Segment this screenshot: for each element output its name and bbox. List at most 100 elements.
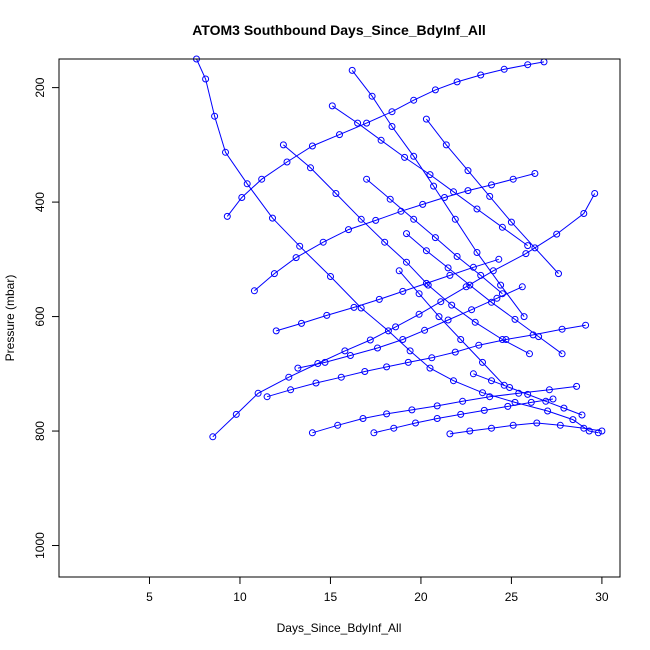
y-tick-label: 400 bbox=[33, 192, 47, 212]
series-8 bbox=[370, 395, 557, 437]
x-tick-label: 5 bbox=[146, 590, 153, 604]
series-11 bbox=[446, 419, 606, 438]
data-point bbox=[468, 306, 476, 314]
data-point bbox=[573, 382, 581, 390]
data-point bbox=[591, 190, 599, 197]
data-point bbox=[410, 152, 418, 160]
series-line bbox=[426, 118, 559, 274]
data-point bbox=[533, 419, 541, 427]
data-point bbox=[479, 358, 486, 366]
data-point bbox=[450, 377, 457, 385]
data-point bbox=[506, 384, 514, 391]
data-point bbox=[419, 200, 427, 208]
data-point bbox=[558, 350, 566, 358]
data-point bbox=[524, 390, 532, 398]
data-point bbox=[209, 433, 217, 441]
data-point bbox=[448, 301, 456, 309]
data-point bbox=[526, 350, 533, 358]
data-point bbox=[388, 108, 396, 116]
data-point bbox=[558, 325, 566, 333]
data-point bbox=[363, 175, 371, 183]
data-point bbox=[354, 119, 362, 127]
data-point bbox=[431, 234, 439, 242]
data-point bbox=[415, 290, 423, 298]
data-point bbox=[531, 170, 539, 177]
data-point bbox=[520, 313, 528, 321]
data-point bbox=[323, 311, 331, 319]
data-point bbox=[444, 316, 452, 324]
x-tick-label: 20 bbox=[414, 590, 428, 604]
data-point bbox=[451, 215, 459, 223]
data-point bbox=[469, 370, 477, 378]
series-line bbox=[449, 422, 602, 435]
series-14 bbox=[403, 230, 566, 358]
data-point bbox=[435, 313, 443, 321]
data-point bbox=[433, 415, 441, 422]
series-line bbox=[406, 233, 563, 355]
data-point bbox=[372, 216, 380, 224]
series-10 bbox=[422, 115, 562, 278]
data-point bbox=[421, 326, 429, 334]
data-point bbox=[464, 167, 472, 175]
data-point bbox=[263, 393, 271, 401]
series-5 bbox=[279, 141, 533, 358]
data-point bbox=[585, 427, 593, 435]
data-point bbox=[410, 96, 418, 104]
data-point bbox=[433, 402, 441, 410]
data-point bbox=[486, 192, 494, 200]
data-point bbox=[370, 429, 378, 437]
x-tick-label: 25 bbox=[505, 590, 519, 604]
series-line bbox=[212, 193, 596, 438]
data-point bbox=[350, 303, 358, 311]
data-point bbox=[453, 253, 461, 260]
data-point bbox=[497, 281, 505, 289]
data-point bbox=[222, 148, 229, 156]
data-point bbox=[524, 61, 532, 69]
data-point bbox=[453, 78, 461, 86]
data-point bbox=[334, 421, 342, 429]
series-line bbox=[254, 173, 536, 292]
data-point bbox=[459, 397, 467, 405]
series-16 bbox=[469, 370, 586, 419]
series-line bbox=[351, 70, 525, 317]
data-point bbox=[471, 318, 479, 326]
data-point bbox=[412, 419, 419, 427]
data-point bbox=[348, 66, 356, 74]
data-point bbox=[408, 406, 416, 414]
data-point bbox=[437, 298, 445, 306]
data-point bbox=[507, 218, 515, 226]
data-point bbox=[285, 373, 293, 381]
data-point bbox=[426, 171, 434, 179]
series-line bbox=[283, 144, 530, 355]
data-point bbox=[428, 354, 436, 362]
data-point bbox=[337, 373, 345, 381]
data-point bbox=[545, 386, 553, 394]
data-point bbox=[451, 348, 459, 356]
data-point bbox=[531, 244, 539, 252]
data-point bbox=[431, 86, 439, 94]
data-point bbox=[493, 294, 501, 302]
data-point bbox=[488, 377, 495, 385]
data-point bbox=[580, 424, 588, 432]
data-point bbox=[479, 389, 486, 397]
data-point bbox=[462, 283, 470, 291]
data-point bbox=[498, 223, 506, 231]
data-point bbox=[542, 397, 550, 405]
data-point bbox=[403, 230, 410, 238]
series-2 bbox=[223, 58, 548, 220]
data-point bbox=[341, 347, 349, 355]
series-line bbox=[312, 385, 577, 434]
x-tick-label: 10 bbox=[233, 590, 247, 604]
data-point bbox=[346, 352, 354, 359]
data-point bbox=[361, 368, 369, 375]
series-17 bbox=[363, 175, 506, 298]
data-point bbox=[410, 215, 418, 223]
data-point bbox=[383, 363, 391, 371]
data-point bbox=[422, 115, 430, 123]
data-point bbox=[480, 406, 488, 414]
data-point bbox=[511, 315, 519, 323]
data-point bbox=[327, 273, 334, 280]
data-point bbox=[283, 158, 291, 166]
data-point bbox=[560, 404, 568, 412]
